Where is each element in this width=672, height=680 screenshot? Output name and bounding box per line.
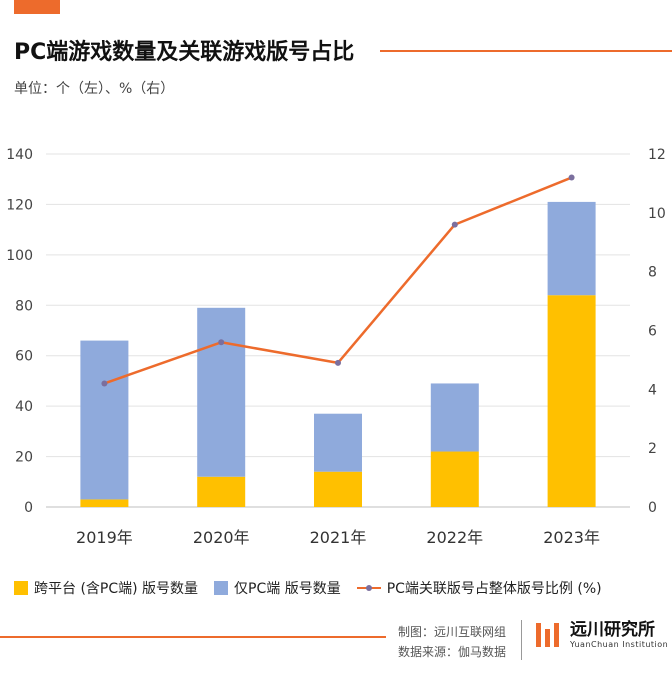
footer-divider [521, 620, 522, 660]
unit-label: 单位：个（左）、%（右） [14, 81, 175, 97]
footer-credits: 制图：远川互联网组 数据来源：伽马数据 [398, 622, 506, 662]
ratio-point [451, 221, 458, 228]
bar-pc-only [80, 340, 129, 500]
legend: 跨平台 (含PC端) 版号数量 仅PC端 版号数量 PC端关联版号占整体版号比例… [14, 578, 664, 598]
left-tick-label: 40 [15, 399, 33, 415]
left-axis-ticks: 0 20 40 60 80 100 120 140 [6, 147, 33, 516]
made-by-text: 制图：远川互联网组 [398, 625, 507, 639]
ratio-line-path [103, 176, 573, 385]
right-tick-label: 4 [648, 382, 657, 398]
right-tick-label: 8 [648, 265, 657, 281]
chart-title: PC端游戏数量及关联游戏版号占比 [14, 40, 355, 65]
legend-swatch-pc-only [214, 581, 229, 595]
left-tick-label: 20 [15, 450, 33, 466]
x-tick-label: 2020年 [193, 528, 250, 547]
legend-item-ratio: PC端关联版号占整体版号比例 (%) [356, 578, 602, 598]
legend-swatch-ratio [356, 581, 381, 595]
x-tick-label: 2019年 [76, 528, 133, 547]
logo-name: 远川研究所 [570, 620, 655, 640]
legend-label-pc-only: 仅PC端 版号数量 [234, 581, 341, 597]
logo-subtitle: YuanChuan Institution [570, 640, 669, 649]
logo-mark-icon [534, 621, 562, 649]
bar-cross-platform [430, 451, 479, 507]
legend-label-cross-platform: 跨平台 (含PC端) 版号数量 [34, 581, 199, 597]
bar-pc-only [197, 307, 246, 477]
legend-label-ratio: PC端关联版号占整体版号比例 (%) [386, 581, 602, 597]
left-tick-label: 120 [6, 197, 33, 213]
right-tick-label: 12 [648, 147, 666, 163]
x-tick-label: 2021年 [310, 528, 367, 547]
bar-cross-platform [197, 476, 246, 507]
bar-cross-platform [80, 499, 129, 507]
footer-rule [0, 636, 386, 638]
left-tick-label: 140 [6, 147, 33, 163]
ratio-point [335, 359, 341, 366]
bar-pc-only [314, 413, 362, 472]
ratio-point [218, 339, 225, 346]
right-tick-label: 2 [648, 441, 657, 457]
x-axis-ticks: 2019年 2020年 2021年 2022年 2023年 [76, 528, 600, 547]
legend-swatch-cross-platform [14, 581, 28, 595]
top-accent-bar [14, 0, 60, 14]
legend-item-cross-platform: 跨平台 (含PC端) 版号数量 [14, 578, 198, 598]
x-tick-label: 2022年 [426, 528, 483, 547]
legend-item-pc-only: 仅PC端 版号数量 [214, 578, 341, 598]
bars [80, 201, 596, 507]
left-tick-label: 0 [24, 500, 33, 516]
right-tick-label: 0 [648, 500, 657, 516]
right-axis-ticks: 0 2 4 6 8 10 12 [648, 147, 666, 516]
logo: 远川研究所 YuanChuan Institution [534, 620, 668, 649]
ratio-point [101, 380, 108, 387]
left-tick-label: 100 [6, 248, 33, 264]
right-tick-label: 10 [648, 206, 666, 222]
bar-pc-only [430, 383, 479, 452]
source-text: 数据来源：伽马数据 [398, 645, 507, 659]
ratio-point [568, 174, 575, 181]
title-rule [380, 50, 672, 52]
bar-cross-platform [314, 471, 362, 507]
grid-lines [46, 153, 630, 508]
bar-cross-platform [547, 295, 596, 507]
left-tick-label: 80 [15, 298, 33, 314]
x-tick-label: 2023年 [543, 528, 600, 547]
left-tick-label: 60 [15, 349, 33, 365]
ratio-line [101, 174, 575, 387]
bar-pc-only [547, 201, 596, 296]
right-tick-label: 6 [648, 324, 657, 340]
